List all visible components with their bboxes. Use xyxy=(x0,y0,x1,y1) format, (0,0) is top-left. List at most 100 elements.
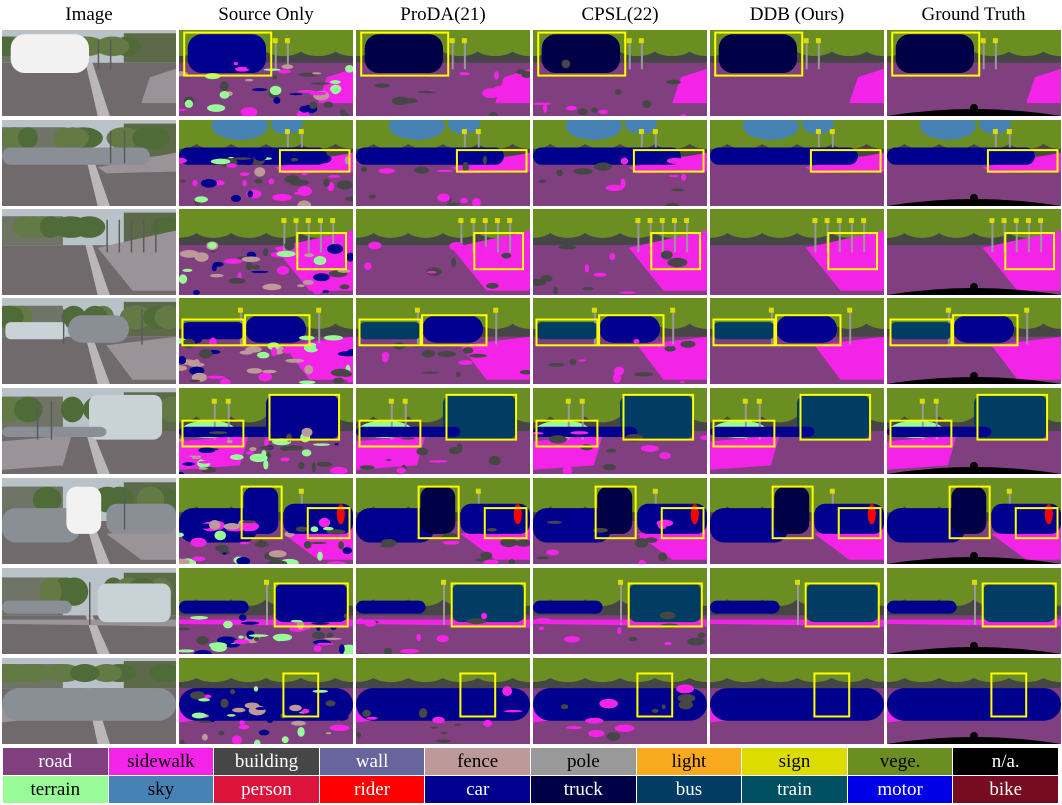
legend-item-train: train xyxy=(742,776,847,803)
cell-wide-road-source-only xyxy=(179,209,353,295)
cell-bus-far-ground-truth xyxy=(887,568,1061,654)
cell-wide-road-cpsl-22 xyxy=(533,209,707,295)
segmentation-map xyxy=(887,298,1061,384)
cell-bus-right-proda-21 xyxy=(356,388,530,474)
cell-van-bus-proda-21 xyxy=(356,298,530,384)
legend-item-n-a: n/a. xyxy=(953,748,1058,775)
legend-item-motor: motor xyxy=(847,776,953,803)
segmentation-map xyxy=(179,388,353,474)
legend-item-light: light xyxy=(636,748,742,775)
street-photo xyxy=(2,568,176,654)
cell-van-bus-ddb-ours xyxy=(710,298,884,384)
legend-item-sign: sign xyxy=(742,748,847,775)
cell-parked-van-proda-21 xyxy=(356,478,530,564)
cell-wide-road-image xyxy=(2,209,176,295)
qualitative-comparison-figure: Image Source Only ProDA(21) CPSL(22) DDB… xyxy=(2,4,1061,744)
cell-street-cars-ddb-ours xyxy=(710,120,884,206)
segmentation-map xyxy=(179,30,353,116)
column-header-proda: ProDA(21) xyxy=(400,4,486,25)
cell-van-bus-ground-truth xyxy=(887,298,1061,384)
legend-item-fence: fence xyxy=(425,748,530,775)
cell-wide-road-proda-21 xyxy=(356,209,530,295)
segmentation-map xyxy=(887,30,1061,116)
segmentation-map xyxy=(356,209,530,295)
cell-bus-right-source-only xyxy=(179,388,353,474)
cell-bus-far-proda-21 xyxy=(356,568,530,654)
segmentation-map xyxy=(533,388,707,474)
cell-street-cars-image xyxy=(2,120,176,206)
column-header-ddb-ours: DDB (Ours) xyxy=(749,4,845,25)
segmentation-map xyxy=(887,658,1061,744)
street-photo xyxy=(2,30,176,116)
legend-item-bike: bike xyxy=(953,776,1058,803)
segmentation-map xyxy=(887,120,1061,206)
legend-item-person: person xyxy=(214,776,319,803)
cell-car-center-image xyxy=(2,658,176,744)
segmentation-map xyxy=(179,120,353,206)
segmentation-map xyxy=(533,120,707,206)
cell-car-center-proda-21 xyxy=(356,658,530,744)
segmentation-map xyxy=(887,209,1061,295)
cell-parked-van-ddb-ours xyxy=(710,478,884,564)
street-photo xyxy=(2,298,176,384)
cell-car-center-source-only xyxy=(179,658,353,744)
segmentation-map xyxy=(533,568,707,654)
column-header-source-only: Source Only xyxy=(218,4,314,25)
segmentation-map xyxy=(710,478,884,564)
segmentation-map xyxy=(179,478,353,564)
cell-wide-road-ddb-ours xyxy=(710,209,884,295)
segmentation-map xyxy=(356,568,530,654)
cell-bus-right-cpsl-22 xyxy=(533,388,707,474)
cell-van-bus-source-only xyxy=(179,298,353,384)
legend-item-rider: rider xyxy=(319,776,425,803)
segmentation-map xyxy=(887,568,1061,654)
segmentation-map xyxy=(887,388,1061,474)
segmentation-map xyxy=(356,478,530,564)
cell-street-cars-proda-21 xyxy=(356,120,530,206)
cell-van-bus-image xyxy=(2,298,176,384)
segmentation-map xyxy=(356,298,530,384)
segmentation-map xyxy=(533,478,707,564)
cell-bus-far-cpsl-22 xyxy=(533,568,707,654)
segmentation-map xyxy=(533,298,707,384)
segmentation-map xyxy=(356,30,530,116)
column-header-image: Image xyxy=(65,4,113,25)
segmentation-map xyxy=(710,30,884,116)
legend-item-truck: truck xyxy=(531,776,636,803)
cell-truck-left-source-only xyxy=(179,30,353,116)
segmentation-map xyxy=(179,658,353,744)
legend-item-road: road xyxy=(3,748,108,775)
segmentation-map xyxy=(710,568,884,654)
cell-bus-far-source-only xyxy=(179,568,353,654)
cell-truck-left-ground-truth xyxy=(887,30,1061,116)
cell-wide-road-ground-truth xyxy=(887,209,1061,295)
street-photo xyxy=(2,209,176,295)
cell-bus-far-image xyxy=(2,568,176,654)
legend-item-bus: bus xyxy=(636,776,742,803)
cell-street-cars-cpsl-22 xyxy=(533,120,707,206)
cell-car-center-ground-truth xyxy=(887,658,1061,744)
street-photo xyxy=(2,388,176,474)
street-photo xyxy=(2,478,176,564)
legend-item-sky: sky xyxy=(108,776,214,803)
cell-street-cars-ground-truth xyxy=(887,120,1061,206)
segmentation-map xyxy=(710,388,884,474)
cell-parked-van-cpsl-22 xyxy=(533,478,707,564)
cell-street-cars-source-only xyxy=(179,120,353,206)
cell-truck-left-image xyxy=(2,30,176,116)
segmentation-map xyxy=(533,209,707,295)
segmentation-map xyxy=(710,298,884,384)
legend-item-car: car xyxy=(425,776,530,803)
segmentation-map xyxy=(533,658,707,744)
cell-truck-left-proda-21 xyxy=(356,30,530,116)
segmentation-map xyxy=(710,120,884,206)
cell-parked-van-source-only xyxy=(179,478,353,564)
segmentation-map xyxy=(356,388,530,474)
segmentation-map xyxy=(179,298,353,384)
cell-truck-left-cpsl-22 xyxy=(533,30,707,116)
cell-parked-van-image xyxy=(2,478,176,564)
legend-item-vege: vege. xyxy=(847,748,953,775)
legend-item-wall: wall xyxy=(319,748,425,775)
segmentation-map xyxy=(533,30,707,116)
cell-van-bus-cpsl-22 xyxy=(533,298,707,384)
